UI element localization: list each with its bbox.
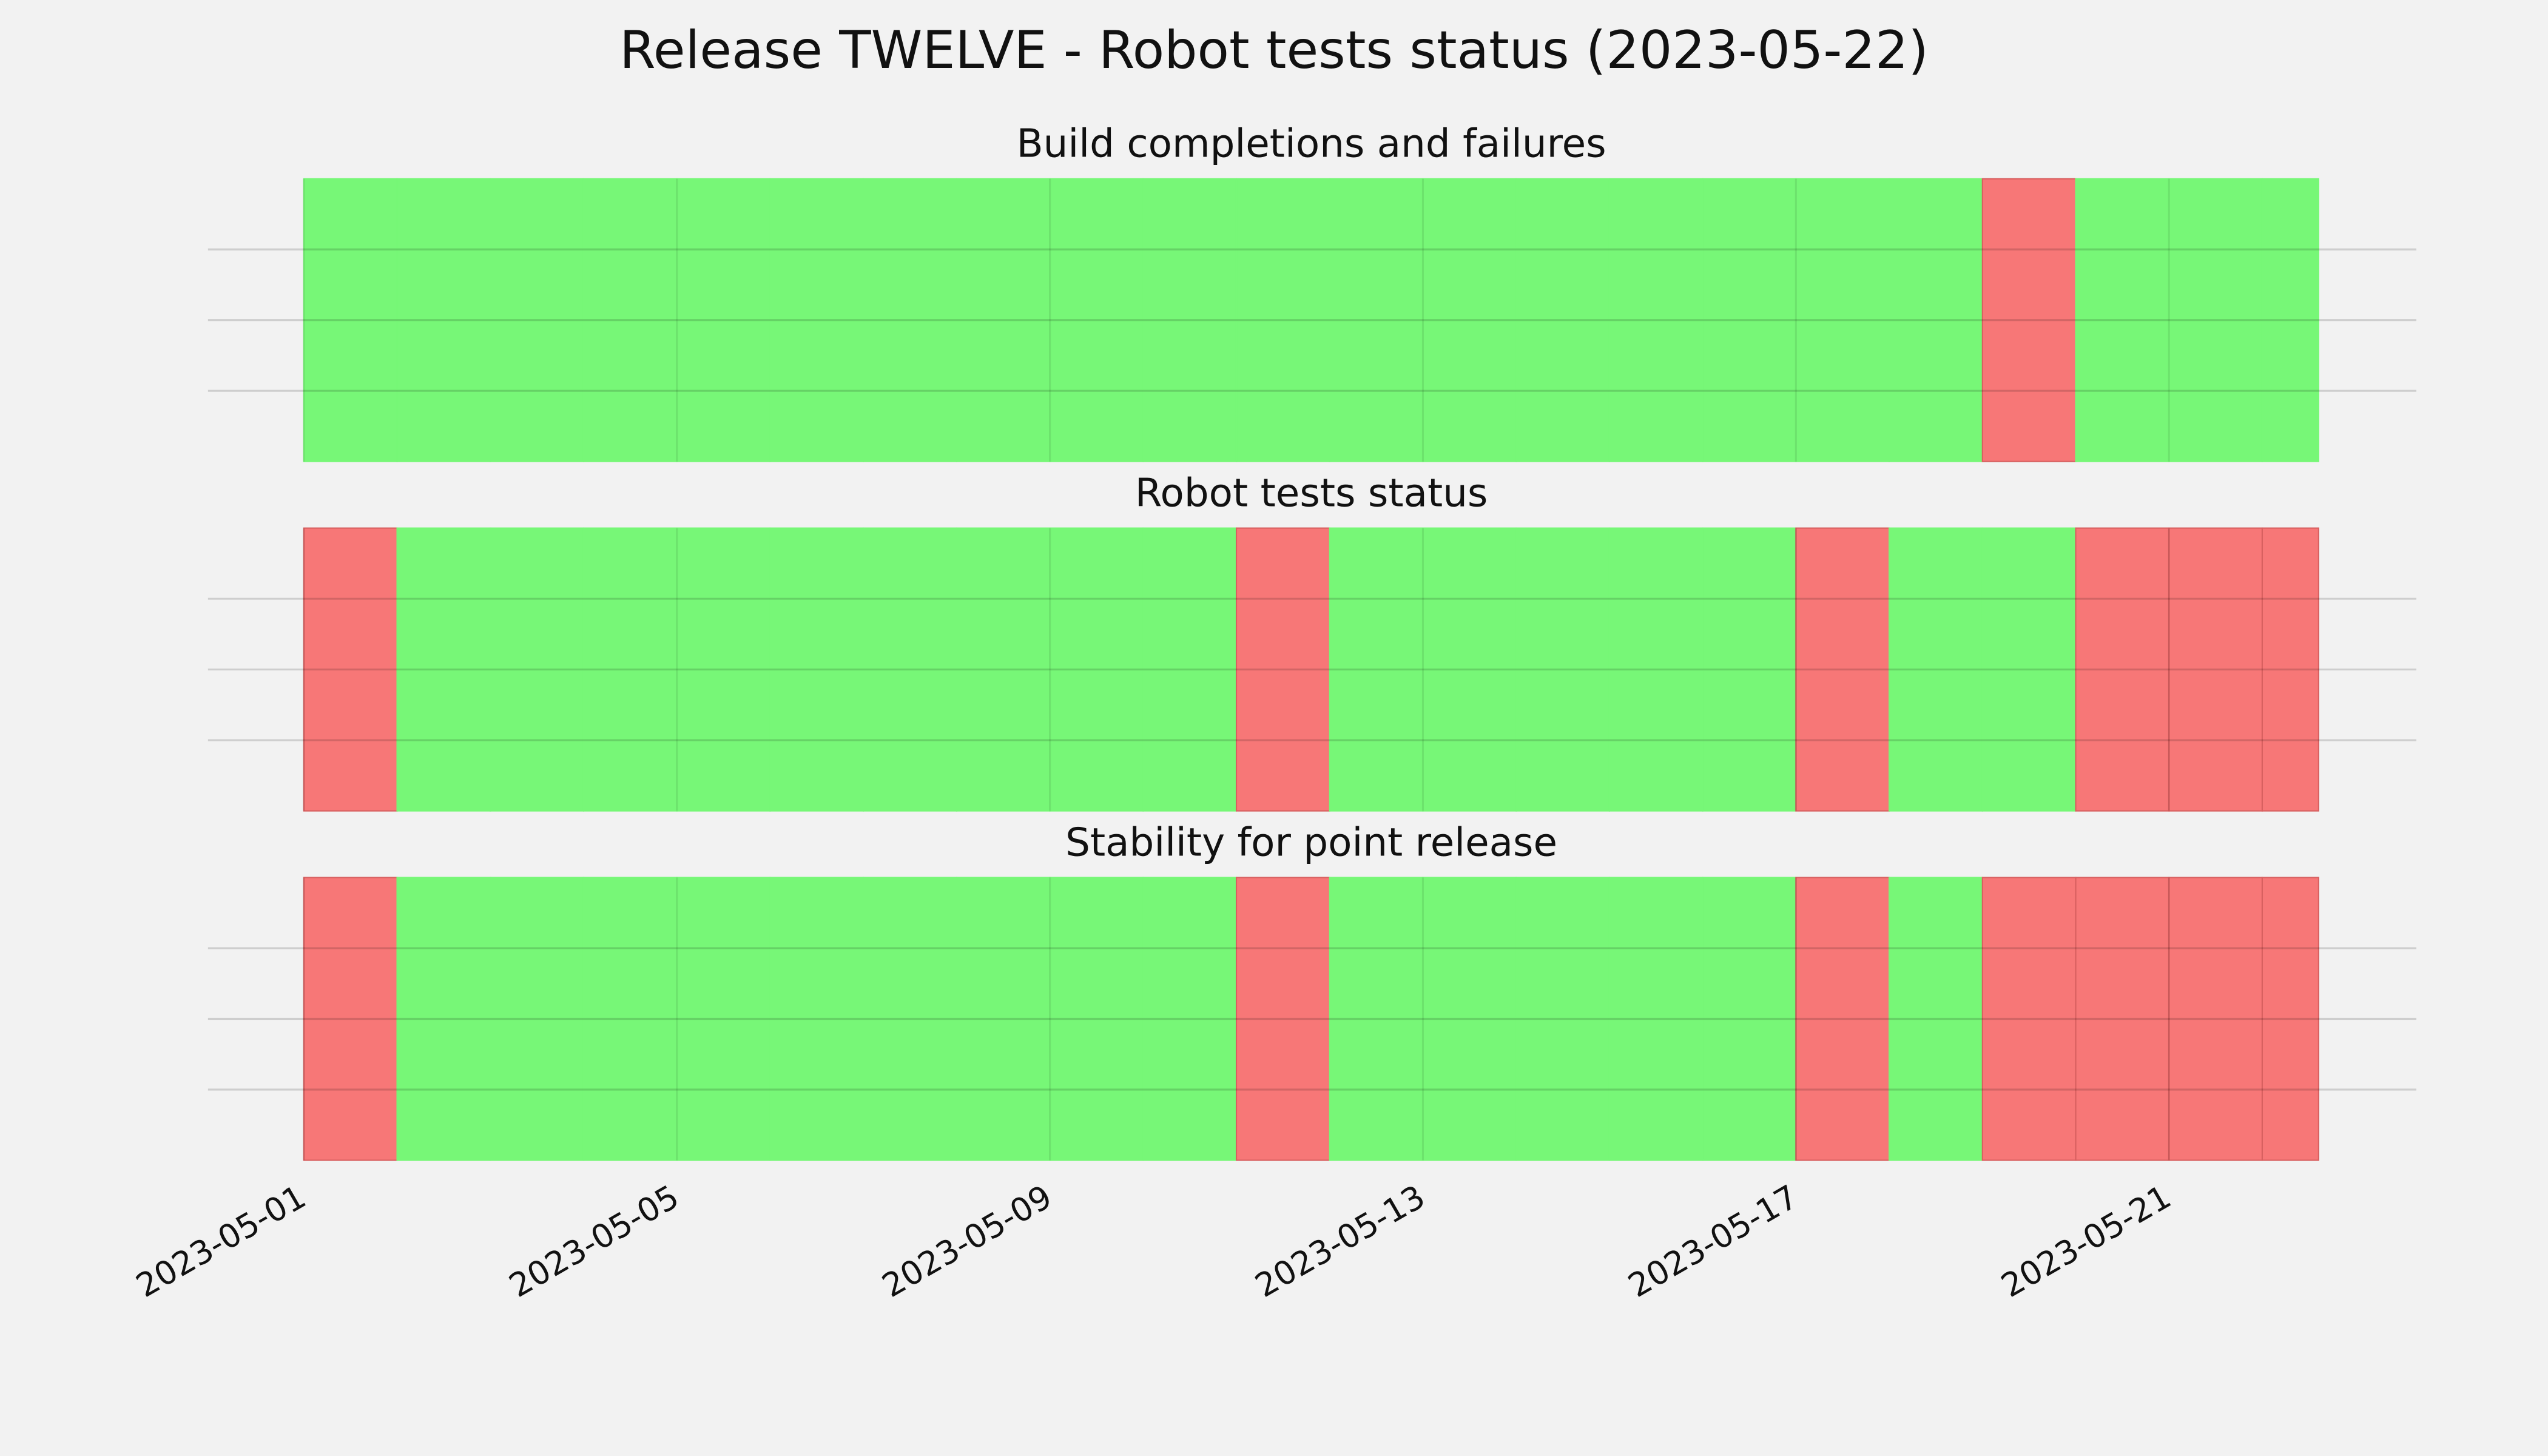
status-bar [956,178,1051,462]
status-bar [303,178,398,462]
status-bar [2075,178,2170,462]
status-bar [303,527,398,812]
status-bar [1702,877,1797,1161]
status-bar [2168,178,2263,462]
status-bar [1329,178,1424,462]
status-bar [2261,178,2319,462]
status-bar [1329,527,1424,812]
x-tick-label: 2023-05-21 [1995,1178,2177,1305]
status-bar [396,178,491,462]
status-bar [396,877,491,1161]
status-bar [2075,877,2170,1161]
status-bar [303,877,398,1161]
status-bar [490,178,585,462]
subplot-title: Build completions and failures [1017,121,1606,167]
status-bar [769,178,864,462]
chart-title: Release TWELVE - Robot tests status (202… [619,20,1929,81]
status-bar [1702,527,1797,812]
status-bar [1422,178,1517,462]
status-bar [396,527,491,812]
status-bar [1795,178,1890,462]
status-bar [956,877,1051,1161]
status-bar [1889,527,1983,812]
subplot-title: Stability for point release [1065,820,1557,865]
status-bar [676,527,771,812]
status-bar [769,877,864,1161]
status-bar [956,527,1051,812]
status-bar [676,877,771,1161]
status-bar [582,877,678,1161]
status-bar [1889,877,1983,1161]
status-bar [1981,527,2077,812]
status-bar [863,877,957,1161]
status-bar [1515,178,1611,462]
status-bar [1049,527,1144,812]
x-tick-label: 2023-05-17 [1622,1178,1804,1305]
status-bar [1981,178,2077,462]
status-bar [490,877,585,1161]
status-bar [1608,527,1704,812]
x-tick-label: 2023-05-05 [502,1178,685,1305]
status-bar [1142,527,1238,812]
status-bar [1422,527,1517,812]
status-bar [1515,877,1611,1161]
status-bar [2075,527,2170,812]
status-bar [863,178,957,462]
status-bar [1422,877,1517,1161]
status-bar [1235,527,1330,812]
status-bar [582,178,678,462]
status-bar [1142,178,1238,462]
x-tick-label: 2023-05-13 [1249,1178,1431,1305]
status-bar [1515,527,1611,812]
status-bar [2261,527,2319,812]
status-bar [582,527,678,812]
status-bar [676,178,771,462]
status-bar [1795,527,1890,812]
status-bar [1049,178,1144,462]
status-bar [1608,178,1704,462]
status-bar [1889,178,1983,462]
status-bar [769,527,864,812]
status-bar [490,527,585,812]
status-bar [2168,877,2263,1161]
status-bar [1981,877,2077,1161]
status-bar [1235,877,1330,1161]
status-bar [1702,178,1797,462]
x-tick-label: 2023-05-01 [130,1178,312,1305]
x-tick-label: 2023-05-09 [875,1178,1058,1305]
subplot-title: Robot tests status [1135,471,1488,516]
status-bar [2261,877,2319,1161]
status-bar [2168,527,2263,812]
